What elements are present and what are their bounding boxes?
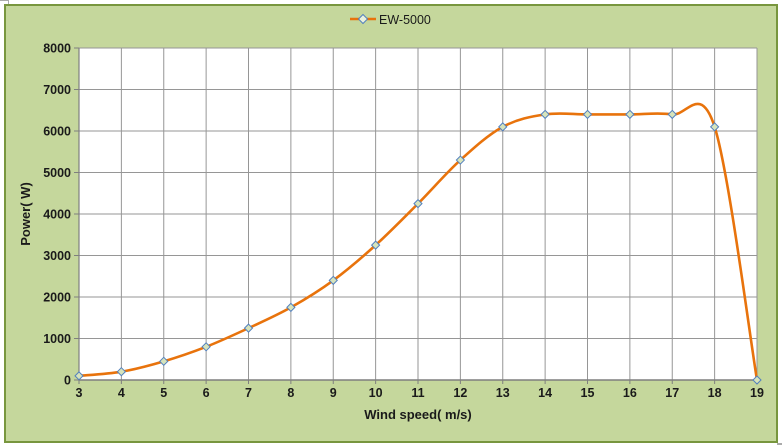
cell-gridline-fragment-bottom-right: [777, 443, 782, 445]
data-point-marker-icon[interactable]: [286, 302, 296, 313]
y-tick-label: 4000: [43, 208, 71, 222]
data-point-marker-icon[interactable]: [74, 371, 84, 381]
x-tick-label: 3: [76, 386, 83, 400]
y-tick-label: 2000: [43, 291, 71, 305]
x-tick-label: 10: [369, 386, 383, 400]
data-point-marker-icon[interactable]: [455, 155, 466, 165]
legend-marker-diamond-icon: [357, 13, 369, 25]
data-point-marker-icon[interactable]: [667, 109, 677, 120]
x-tick-label: 6: [203, 386, 210, 400]
y-tick-label: 5000: [43, 166, 71, 180]
data-point-marker-icon[interactable]: [582, 109, 593, 120]
y-tick-label: 0: [64, 374, 71, 388]
cell-gridline-fragment-top-left-v: [8, 0, 9, 5]
x-tick-label: 19: [750, 386, 764, 400]
gridlines: [78, 47, 758, 381]
x-axis-tick-labels: 3 4 5 6 7 8 9 10 11 12 13 14 15 16 17 18 19: [76, 386, 764, 400]
series-data-point-markers: [74, 109, 762, 385]
data-point-marker-icon[interactable]: [498, 122, 508, 132]
x-tick-label: 15: [581, 386, 595, 400]
x-axis-title: Wind speed( m/s): [364, 407, 472, 422]
data-point-marker-icon[interactable]: [116, 366, 127, 377]
cell-gridline-fragment-top-left-h: [0, 0, 9, 1]
y-tick-label: 7000: [43, 83, 71, 97]
x-tick-label: 8: [287, 386, 294, 400]
y-axis-tick-labels: 0 1000 2000 3000 4000 5000 6000 7000 8000: [43, 42, 71, 388]
legend-series-label: EW-5000: [379, 13, 431, 27]
tick-marks: [74, 47, 758, 384]
chart-area[interactable]: 3 4 5 6 7 8 9 10 11 12 13 14 15 16 17 18 19 0 1000 2000 300…: [4, 4, 778, 443]
data-point-marker-icon[interactable]: [370, 240, 381, 250]
y-tick-label: 1000: [43, 332, 71, 346]
data-point-marker-icon[interactable]: [752, 375, 762, 385]
x-tick-label: 13: [496, 386, 510, 400]
x-tick-label: 4: [118, 386, 125, 400]
power-curve-chart: 3 4 5 6 7 8 9 10 11 12 13 14 15 16 17 18 19 0 1000 2000 300…: [18, 13, 764, 422]
data-point-marker-icon[interactable]: [625, 109, 635, 120]
data-point-marker-icon[interactable]: [201, 342, 211, 352]
legend[interactable]: EW-5000: [350, 13, 431, 27]
x-tick-label: 9: [330, 386, 337, 400]
data-point-marker-icon[interactable]: [709, 122, 720, 132]
x-tick-label: 11: [411, 386, 424, 400]
data-point-marker-icon[interactable]: [159, 356, 169, 367]
x-tick-label: 12: [453, 386, 467, 400]
data-point-marker-icon[interactable]: [540, 109, 550, 120]
x-tick-label: 7: [245, 386, 252, 400]
x-tick-label: 16: [623, 386, 637, 400]
x-tick-label: 5: [160, 386, 167, 400]
y-tick-label: 3000: [43, 249, 71, 263]
x-tick-label: 14: [538, 386, 552, 400]
data-point-marker-icon[interactable]: [243, 323, 254, 333]
data-point-marker-icon[interactable]: [413, 198, 423, 209]
data-point-marker-icon[interactable]: [328, 275, 338, 286]
x-tick-label: 17: [665, 386, 679, 400]
x-tick-label: 18: [708, 386, 722, 400]
y-tick-label: 6000: [43, 125, 71, 139]
y-tick-label: 8000: [43, 42, 71, 56]
y-axis-title: Power( W): [18, 182, 33, 246]
